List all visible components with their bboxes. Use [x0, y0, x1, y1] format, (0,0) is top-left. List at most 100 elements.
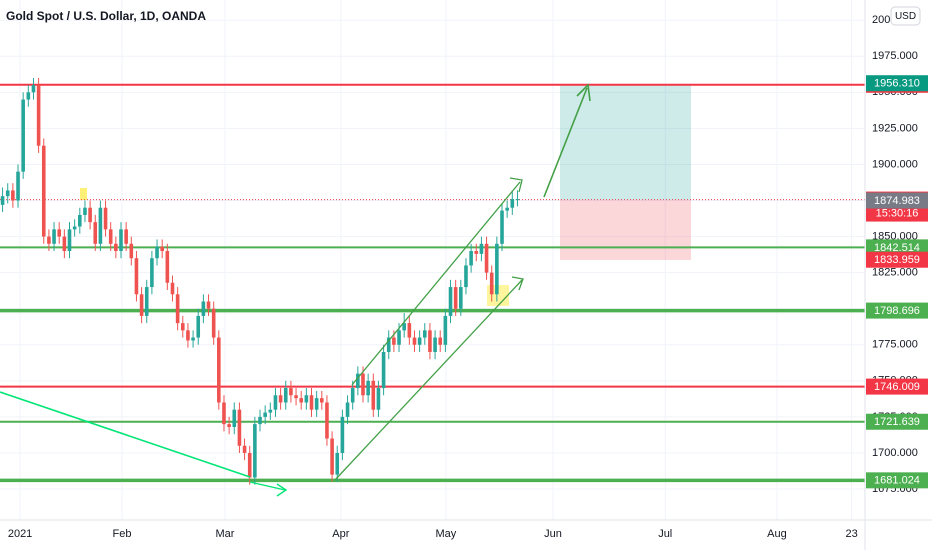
candle-body [505, 207, 509, 211]
candle-body [11, 190, 15, 201]
candle-body [345, 402, 350, 417]
candle-body [495, 243, 499, 295]
candle-body [0, 196, 5, 205]
candle-body [402, 323, 406, 331]
x-tick-label: Apr [332, 528, 349, 540]
candle-body [201, 301, 206, 316]
candle-body [309, 395, 314, 410]
candle-body [371, 380, 376, 410]
price-label-box [866, 192, 928, 209]
price-label: 1956.310 [874, 78, 920, 90]
candle-body [217, 337, 221, 403]
candle-body [206, 301, 211, 309]
arrow-head [276, 483, 288, 497]
candle-body [443, 315, 448, 345]
candle-body [124, 229, 128, 244]
trend-line [0, 391, 251, 478]
currency-button[interactable] [890, 6, 921, 26]
candle-body [227, 424, 231, 428]
level-label: 1798.696 [874, 305, 920, 317]
x-tick-label: Mar [216, 528, 235, 540]
candle-body [422, 330, 427, 338]
channel-line [351, 181, 521, 386]
candle-body [119, 229, 123, 252]
candle-body [459, 287, 463, 309]
candle-body [356, 373, 360, 389]
candle-body [273, 395, 278, 410]
arrow-head [509, 177, 523, 193]
candle-body [93, 222, 98, 244]
candle-body [330, 438, 334, 475]
candle-body [500, 210, 504, 244]
level-label-box [866, 472, 928, 489]
candle-body [464, 265, 468, 288]
candle-body [438, 337, 443, 345]
candle-body [268, 409, 273, 413]
candle-body [448, 287, 453, 316]
price-labels: 1955.2201842.5141798.6961746.0091721.639… [866, 75, 928, 489]
candle-body [26, 92, 31, 100]
candle-body [294, 395, 298, 399]
candle-body [314, 398, 319, 410]
candle-body [283, 388, 288, 403]
candle-body [232, 409, 237, 428]
currency-label[interactable]: USD [895, 11, 916, 22]
candle-body [340, 416, 345, 453]
channel-line [334, 279, 523, 481]
y-tick-label: 1925.000 [872, 122, 918, 134]
candle-body [386, 337, 391, 352]
candle-body [114, 243, 118, 252]
candle-body [170, 282, 175, 295]
candle-body [428, 330, 432, 352]
candle-body [196, 315, 201, 338]
candle-body [150, 258, 154, 288]
target-zone [560, 84, 691, 200]
target-arrow [543, 87, 588, 198]
candle-body [41, 145, 46, 237]
candle-body [299, 398, 304, 403]
candle-body [376, 388, 381, 410]
candles [0, 77, 520, 485]
candle-body [381, 351, 386, 389]
candle-body [211, 308, 216, 338]
stop-zone [560, 200, 691, 260]
x-tick-label: Jun [544, 528, 562, 540]
level-label-box [866, 378, 928, 395]
level-label-box [866, 413, 928, 430]
y-tick-label: 1975.000 [872, 50, 918, 62]
x-tick-label: 2021 [8, 528, 32, 540]
y-tick-label: 1700.000 [872, 447, 918, 459]
candle-body [489, 272, 494, 295]
candle-body [433, 337, 437, 352]
candle-body [222, 402, 226, 425]
candle-body [320, 398, 324, 403]
y-tick-label: 1775.000 [872, 339, 918, 351]
candle-body [407, 323, 412, 338]
candle-body [155, 246, 159, 259]
price-label-box [866, 251, 928, 268]
candle-body [247, 452, 252, 478]
arrow-head [576, 83, 591, 102]
x-tick-label: Feb [113, 528, 132, 540]
candle-body [103, 207, 108, 230]
y-tick-label: 1900.000 [872, 158, 918, 170]
candle-body [186, 330, 190, 341]
candle-body [366, 380, 370, 396]
candle-body [5, 190, 10, 197]
candle-body [52, 229, 56, 244]
candle-body [479, 243, 484, 254]
x-tick-label: Jul [658, 528, 672, 540]
candle-body [67, 229, 72, 252]
candle-body [515, 199, 520, 201]
candle-body [129, 243, 134, 259]
candle-body [474, 251, 479, 254]
candle-body [469, 251, 473, 266]
candle-body [144, 287, 149, 316]
candle-body [397, 330, 401, 345]
candle-body [304, 395, 309, 403]
candle-body [258, 416, 262, 425]
candle-body [335, 452, 340, 475]
candle-body [83, 207, 87, 215]
candle-body [78, 214, 82, 227]
